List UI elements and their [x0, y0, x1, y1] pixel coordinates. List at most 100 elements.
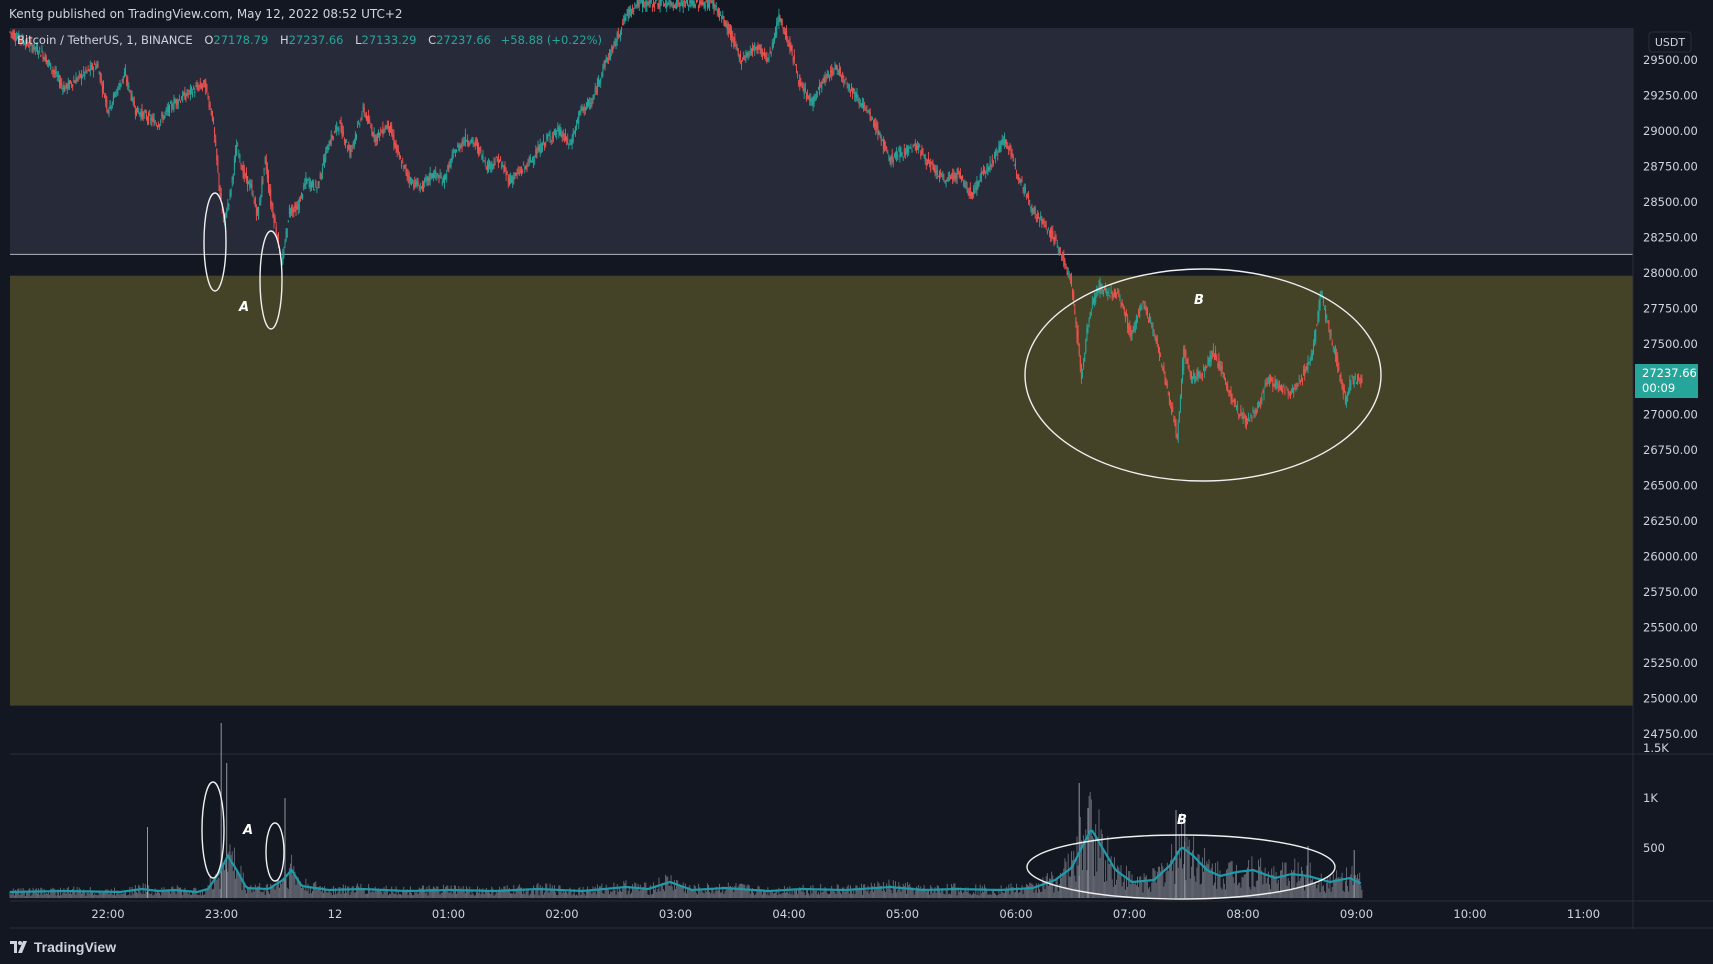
- wick-circle-a1[interactable]: [203, 192, 227, 292]
- candle-body: [550, 139, 552, 141]
- tradingview-logo[interactable]: TradingView: [10, 930, 116, 964]
- candle-body: [466, 140, 467, 142]
- candle-body: [172, 106, 174, 110]
- candle-body: [604, 60, 606, 67]
- candle-body: [744, 59, 746, 61]
- candle-body: [552, 134, 554, 138]
- candle-body: [571, 139, 573, 145]
- candle-body: [1294, 384, 1296, 386]
- candle-body: [1219, 364, 1221, 366]
- candle-body: [862, 102, 863, 106]
- candle-body: [1240, 409, 1242, 416]
- candles-group: [9, 0, 1363, 443]
- time-axis[interactable]: 22:00 23:00 12 01:00 02:00 03:00 04:00 05:00 06:…: [91, 907, 1600, 921]
- candle-body: [1291, 390, 1292, 394]
- volume-circle-a2[interactable]: [265, 822, 285, 882]
- candle-body: [543, 139, 544, 143]
- candle-body: [1090, 311, 1092, 315]
- candle-body: [349, 146, 351, 156]
- candle-body: [508, 178, 510, 185]
- candle-body: [895, 153, 896, 155]
- candle-body: [409, 177, 411, 182]
- volume-axis[interactable]: 1.5K 1K 500: [1643, 741, 1669, 855]
- candle-body: [896, 150, 898, 157]
- candle-body: [926, 159, 928, 166]
- candle-body: [1357, 375, 1358, 384]
- currency-badge[interactable]: [1648, 31, 1692, 53]
- candle-body: [1238, 414, 1240, 416]
- candle-body: [1297, 384, 1299, 387]
- candle-body: [1075, 318, 1077, 325]
- candle-body: [112, 94, 114, 103]
- candle-body: [1126, 314, 1127, 317]
- candle-body: [768, 56, 770, 60]
- candle-body: [929, 162, 931, 164]
- candle-body: [1249, 419, 1251, 421]
- candle-body: [255, 207, 257, 217]
- candle-body: [184, 91, 186, 100]
- price-axis[interactable]: 29500.00 29250.00 29000.00 28750.00 28500.00…: [1643, 53, 1698, 741]
- candle-body: [1104, 287, 1105, 291]
- candle-body: [1177, 423, 1179, 440]
- candle-body: [1313, 343, 1314, 355]
- candle-body: [725, 21, 727, 27]
- volume-circle-a1[interactable]: [201, 781, 225, 879]
- candle-body: [1095, 295, 1097, 302]
- candle-body: [881, 139, 883, 141]
- candle-body: [928, 157, 929, 161]
- candle-body: [573, 131, 575, 133]
- candle-body: [810, 98, 812, 102]
- candle-body: [639, 0, 641, 2]
- candle-body: [634, 3, 636, 5]
- candle-body: [225, 212, 227, 216]
- candle-body: [1236, 405, 1237, 407]
- price-tick-label: 29500.00: [1643, 53, 1698, 67]
- candle-body: [140, 112, 142, 118]
- wick-circle-a2[interactable]: [259, 230, 283, 330]
- candle-body: [1270, 377, 1272, 382]
- candle-body: [174, 101, 176, 103]
- candle-body: [1022, 187, 1024, 189]
- candle-body: [980, 172, 982, 182]
- range-circle-b[interactable]: [1024, 268, 1382, 482]
- candle-body: [121, 79, 123, 81]
- symbol-name[interactable]: Bitcoin / TetherUS, 1, BINANCE: [17, 33, 193, 47]
- candle-body: [1011, 153, 1013, 156]
- candle-body: [621, 27, 623, 30]
- candle-body: [924, 154, 926, 162]
- candle-body: [892, 159, 894, 163]
- candle-body: [1137, 319, 1138, 321]
- volume-pane[interactable]: [10, 755, 1633, 901]
- candle-body: [1021, 177, 1023, 182]
- candle-body: [394, 142, 396, 149]
- candle-body: [671, 2, 673, 5]
- symbol-legend[interactable]: Bitcoin / TetherUS, 1, BINANCE O27178.79…: [17, 33, 602, 47]
- candle-body: [150, 117, 152, 121]
- candle-body: [1319, 296, 1321, 309]
- footer: TradingView: [0, 930, 1713, 964]
- candle-body: [545, 142, 547, 146]
- candle-body: [1309, 358, 1311, 363]
- candle-body: [566, 138, 568, 141]
- candle-body: [827, 73, 829, 77]
- candle-body: [1212, 347, 1214, 352]
- candle-body: [24, 43, 26, 47]
- candle-body: [1355, 383, 1357, 385]
- candle-body: [393, 134, 395, 145]
- candle-body: [448, 165, 450, 171]
- candle-body: [557, 127, 559, 131]
- candle-body: [107, 109, 109, 113]
- volume-circle-b[interactable]: [1026, 834, 1336, 900]
- candle-body: [902, 156, 904, 158]
- candle-body: [451, 154, 453, 161]
- time-tick-label: 22:00: [91, 907, 124, 921]
- candle-body: [425, 178, 427, 180]
- candle-body: [21, 36, 23, 43]
- price-tick-label: 26250.00: [1643, 514, 1698, 528]
- candle-body: [391, 126, 393, 135]
- candle-body: [994, 155, 995, 159]
- candle-body: [880, 136, 882, 142]
- candle-body: [1115, 291, 1116, 298]
- candle-body: [430, 173, 432, 178]
